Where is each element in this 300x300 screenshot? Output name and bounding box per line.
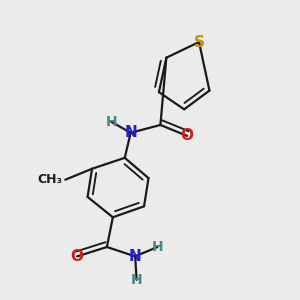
Text: O: O — [71, 249, 84, 264]
Text: H: H — [152, 240, 163, 254]
Text: CH₃: CH₃ — [37, 173, 62, 186]
Text: N: N — [124, 125, 137, 140]
Text: O: O — [181, 128, 194, 143]
Text: H: H — [131, 273, 142, 287]
Text: H: H — [106, 115, 117, 129]
Text: S: S — [194, 34, 205, 50]
Text: N: N — [129, 249, 142, 264]
